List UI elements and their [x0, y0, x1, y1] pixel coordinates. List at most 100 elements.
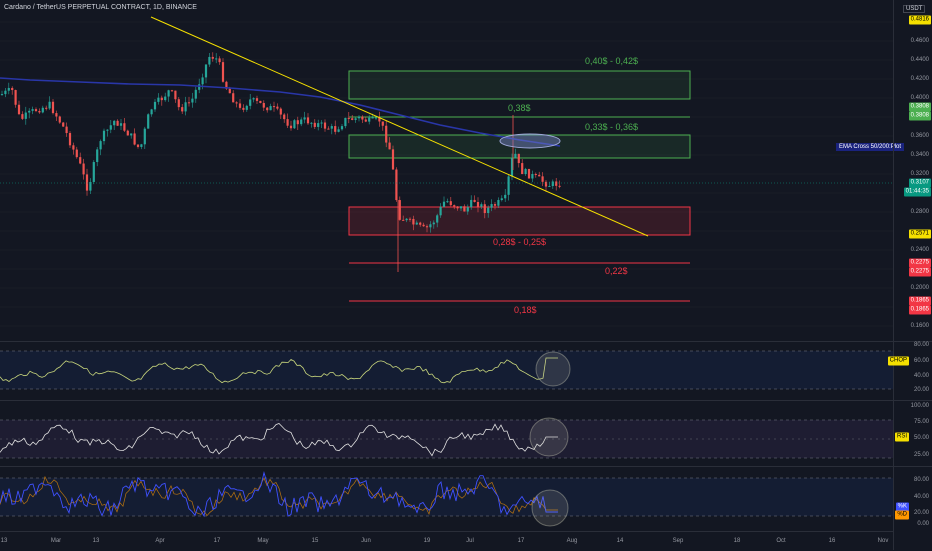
candle-body	[102, 130, 106, 142]
candle-body	[51, 101, 55, 114]
candle-body	[351, 118, 354, 120]
candle-body	[58, 116, 61, 123]
zone-040-042[interactable]	[348, 70, 691, 100]
time-tick: Jul	[466, 538, 474, 544]
candle-body	[204, 64, 208, 78]
candle-body	[551, 181, 554, 187]
candle-body	[85, 174, 89, 191]
candle-body	[303, 117, 306, 120]
time-tick: May	[257, 538, 269, 544]
candle-body	[279, 108, 282, 115]
time-axis[interactable]: 13 Mar 13 Apr 17 May 15 Jun 19 Jul 17 Au…	[0, 531, 893, 551]
candle-body	[357, 116, 361, 119]
candle-body	[531, 174, 534, 179]
candle-body	[408, 218, 412, 220]
candle-body	[11, 87, 14, 91]
candle-body	[317, 123, 320, 127]
candle-body	[208, 56, 211, 65]
candle-body	[21, 114, 24, 119]
pane-separator-stoch[interactable]	[0, 466, 932, 467]
price-tick: 0.3400	[910, 152, 929, 158]
candle-body	[374, 117, 378, 119]
candle-body	[544, 181, 548, 187]
ema-cross-highlight	[499, 133, 561, 149]
candle-body	[116, 120, 119, 126]
candle-body	[262, 102, 265, 108]
candle-body	[259, 100, 262, 103]
candle-body	[269, 106, 272, 111]
candle-body	[296, 120, 299, 125]
candle-body	[344, 117, 347, 127]
time-tick: 17	[517, 538, 525, 544]
candle-body	[446, 201, 449, 203]
candle-body	[337, 129, 340, 132]
candle-body	[480, 204, 483, 207]
candle-body	[150, 109, 153, 115]
chart-title: Cardano / TetherUS PERPETUAL CONTRACT, 1…	[4, 4, 197, 11]
chop-tag: CHOP	[887, 356, 909, 366]
candle-body	[422, 224, 425, 227]
time-tick: Mar	[50, 538, 62, 544]
price-tag-038: 0.3808	[908, 102, 931, 112]
stoch-k-line	[0, 471, 558, 518]
candle-body	[99, 141, 102, 150]
candle-body	[160, 97, 163, 101]
rsi-highlight	[529, 417, 569, 457]
candle-body	[371, 117, 374, 119]
currency-label[interactable]: USDT	[903, 5, 926, 13]
candle-body	[198, 84, 201, 90]
pane-separator-rsi[interactable]	[0, 400, 932, 401]
chop-tick: 40.00	[913, 373, 929, 379]
candle-body	[228, 88, 231, 94]
candle-body	[425, 226, 429, 228]
stoch-tick: 80.00	[913, 477, 929, 483]
time-tick: 19	[423, 538, 431, 544]
candle-body	[72, 145, 75, 150]
stoch-d-line	[0, 475, 558, 517]
time-tick: 18	[733, 538, 741, 544]
candle-body	[453, 205, 456, 207]
chart-canvas[interactable]	[0, 0, 893, 531]
ema-line	[0, 77, 561, 147]
candle-body	[96, 149, 99, 163]
candle-body	[330, 126, 333, 129]
candle-body	[395, 169, 398, 201]
candle-body	[119, 123, 123, 126]
candle-body	[432, 222, 435, 225]
candle-body	[436, 215, 439, 223]
zone-label-022: 0,22$	[605, 266, 628, 276]
candle-body	[31, 109, 34, 111]
candle-body	[34, 109, 38, 112]
candle-body	[28, 110, 31, 113]
candle-body	[466, 207, 469, 212]
candle-body	[136, 144, 140, 147]
candle-body	[361, 116, 364, 120]
candle-body	[184, 102, 187, 112]
pane-separator-chop[interactable]	[0, 341, 932, 342]
candle-body	[126, 130, 129, 136]
stoch-tick: 20.00	[913, 510, 929, 516]
candle-body	[473, 199, 476, 203]
zone-028-025[interactable]	[348, 206, 691, 236]
stoch-band	[0, 478, 893, 516]
trendline[interactable]	[150, 16, 649, 237]
candle-body	[306, 117, 310, 124]
candle-body	[177, 99, 180, 108]
candle-body	[521, 163, 524, 175]
time-tick: Apr	[155, 538, 165, 544]
candle-body	[286, 119, 289, 126]
candle-body	[106, 129, 109, 131]
candle-body	[327, 128, 330, 130]
candle-body	[174, 90, 177, 100]
candle-body	[232, 93, 235, 103]
price-tick: 0.4000	[910, 95, 929, 101]
stoch-highlight	[531, 489, 569, 527]
candle-body	[252, 98, 255, 100]
time-tick: 13	[92, 538, 100, 544]
candle-body	[517, 153, 520, 164]
candle-body	[191, 98, 194, 103]
candle-body	[323, 122, 327, 129]
price-axis[interactable]: USDT 0.4600 0.4400 0.4200 0.4000 0.3600 …	[887, 0, 932, 550]
candle-body	[68, 133, 72, 146]
